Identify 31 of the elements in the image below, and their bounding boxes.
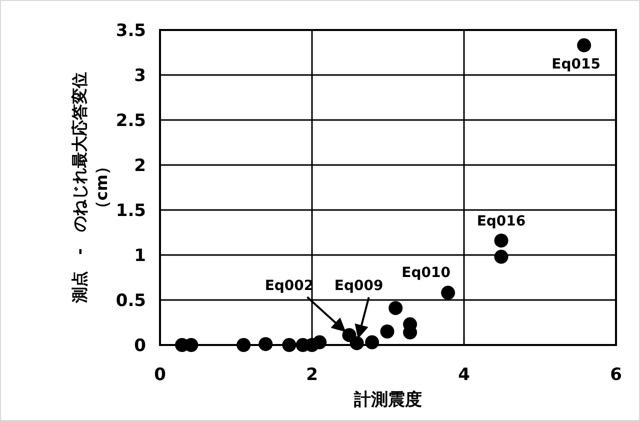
x-tick-label: 0 xyxy=(154,365,166,385)
annotation: Eq010 xyxy=(402,264,451,281)
point xyxy=(236,338,251,352)
y-tick-label: 1 xyxy=(134,246,146,266)
y-tick-label: 2 xyxy=(134,156,146,176)
annotation: Eq009 xyxy=(334,278,384,294)
annotation: Eq002 xyxy=(264,278,314,294)
point xyxy=(380,324,394,338)
annotation: Eq016 xyxy=(476,214,526,230)
point xyxy=(494,250,508,264)
point xyxy=(365,335,380,350)
y-tick-label: 3 xyxy=(134,66,146,86)
point xyxy=(577,38,592,52)
point xyxy=(282,338,296,352)
point xyxy=(494,234,508,248)
x-tick-label: 6 xyxy=(610,365,622,385)
x-axis-title: 計測震度 xyxy=(353,390,422,410)
y-tick-label: 1.5 xyxy=(116,201,146,221)
point xyxy=(388,301,403,316)
y-axis-title: 測点 - のねじれ最大応答変位（cm） xyxy=(70,72,111,304)
point xyxy=(312,335,327,350)
point xyxy=(258,337,273,352)
x-tick-label: 2 xyxy=(306,365,318,385)
y-tick-label: 3.5 xyxy=(116,21,146,41)
point xyxy=(350,336,364,350)
point xyxy=(441,286,456,300)
y-tick-label: 0.5 xyxy=(116,291,146,311)
x-tick-label: 4 xyxy=(458,365,470,385)
y-tick-label: 2.5 xyxy=(116,111,146,131)
y-tick-label: 0 xyxy=(134,336,146,356)
annotation: Eq015 xyxy=(552,56,600,72)
